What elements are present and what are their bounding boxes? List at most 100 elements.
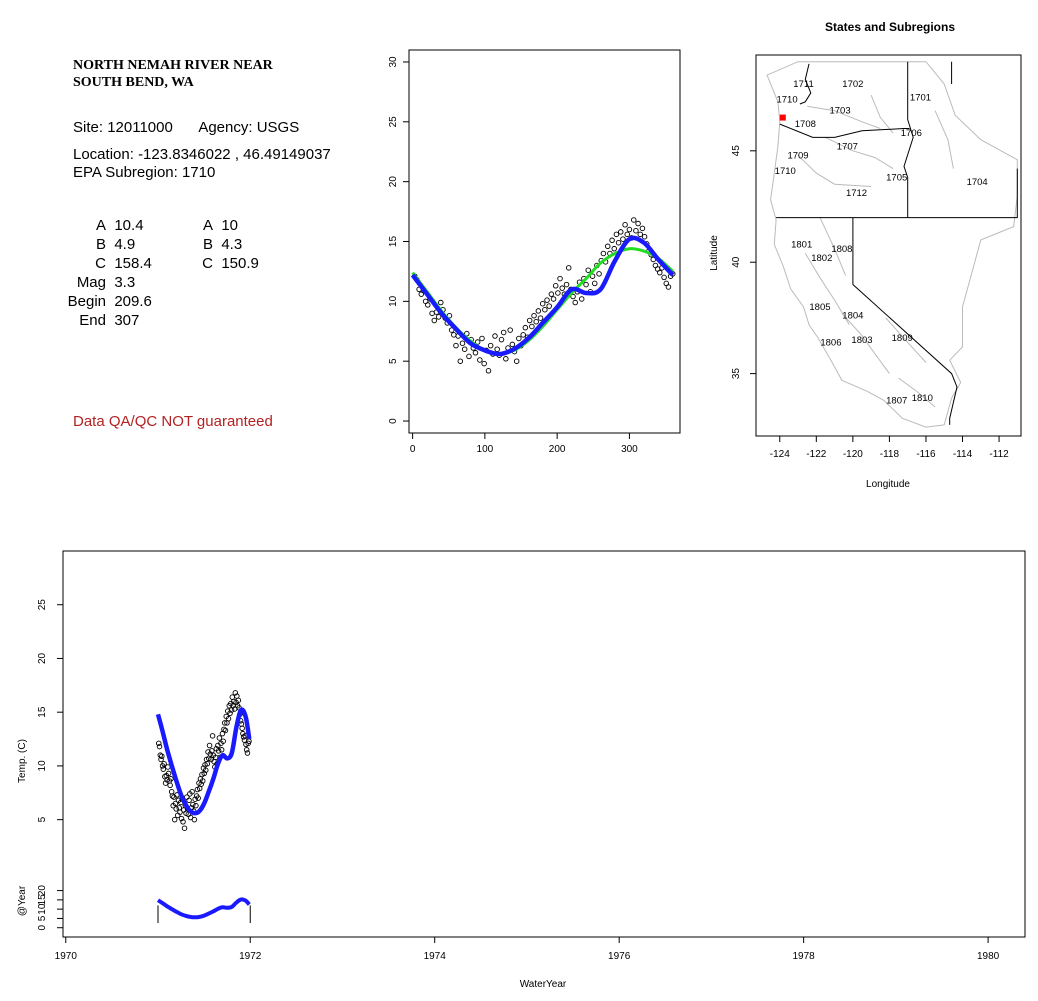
seasonal-data-point (626, 226, 633, 233)
seasonal-data-point (539, 300, 546, 307)
seasonal-data-point (498, 336, 505, 343)
param-value: 158.4 (114, 255, 152, 272)
location-longitude: -123.8346022 (138, 146, 231, 163)
timeseries-data-point (227, 710, 233, 717)
param-row: B 4.3 (190, 235, 259, 254)
timeseries-data-point (181, 825, 188, 831)
timeseries-data-point (168, 788, 175, 795)
map-subregion-boundary (807, 105, 881, 129)
timeseries-y-tick-label: 5 (37, 816, 48, 822)
timeseries-data-point (168, 776, 174, 782)
seasonal-y-tick-label: 30 (388, 56, 399, 68)
seasonal-data-point (550, 296, 557, 302)
subregion-row: EPA Subregion: 1710 (73, 164, 215, 182)
seasonal-data-point (620, 236, 626, 242)
timeseries-lower-y-tick-label: 5 (37, 915, 48, 921)
timeseries-data-point (180, 819, 186, 825)
seasonal-data-point (513, 358, 520, 364)
seasonal-lines (410, 235, 675, 357)
timeseries-data-point (220, 738, 226, 744)
seasonal-data-point (531, 312, 537, 319)
map-subregion-label: 1807 (886, 395, 907, 406)
seasonal-smooth-fit-line (410, 235, 675, 357)
map-subregion-label: 1804 (842, 311, 863, 322)
seasonal-data-point (529, 323, 535, 330)
seasonal-data-point (661, 274, 667, 281)
param-label: A (202, 217, 213, 234)
map-x-tick-label: -120 (843, 449, 863, 460)
seasonal-data-point (448, 327, 455, 333)
seasonal-data-point (461, 346, 468, 352)
timeseries-data-point (156, 740, 162, 747)
map-subregion-label: 1705 (886, 173, 907, 184)
seasonal-data-point (641, 233, 648, 240)
timeseries-lower-y-tick-label: 20 (37, 885, 48, 897)
map-subregion-label: 1706 (901, 128, 922, 139)
params-right: A 10 B 4.3 C 150.9 (190, 216, 259, 273)
seasonal-data-point (526, 317, 533, 324)
location-label: Location: (73, 146, 134, 163)
param-value: 10 (221, 217, 239, 234)
timeseries-data-point (158, 756, 164, 763)
param-row: B 4.9 (58, 235, 152, 254)
timeseries-data-point (167, 782, 173, 789)
map-title: States and Subregions (825, 20, 955, 34)
param-label: A (95, 217, 106, 234)
timeseries-data-point (204, 761, 211, 767)
map-y-tick-label: 35 (731, 368, 742, 380)
site-title-line-1: NORTH NEMAH RIVER NEAR (73, 58, 273, 73)
map-x-tick-label: -112 (989, 449, 1009, 460)
map-subregion-boundary (841, 313, 890, 374)
timeseries-data-point (191, 816, 198, 823)
map-axes: -124 -122 -120 -118 -116 -114 -112 35 40 45 (731, 145, 1009, 460)
param-row: End 307 (58, 311, 152, 330)
subregion-map: States and Subregions -124 -122 -120 -118 -1… (709, 20, 1022, 490)
timeseries-data-point (225, 715, 232, 722)
timeseries-data-point (244, 750, 251, 756)
timeseries-axes: 1970 1972 1974 1976 1978 19805101520250510152… (37, 599, 1000, 962)
seasonal-data-point (578, 296, 585, 302)
seasonal-data-point (459, 340, 466, 346)
map-subregion-label: 1701 (910, 92, 931, 103)
timeseries-data-point (195, 795, 201, 801)
timeseries-data-point (221, 726, 227, 733)
timeseries-data-point (235, 697, 242, 704)
seasonal-data-point (572, 299, 578, 306)
seasonal-points (412, 217, 676, 374)
seasonal-data-point (555, 290, 561, 296)
param-row: A 10.4 (58, 216, 152, 235)
timeseries-data-point (178, 815, 185, 822)
seasonal-data-point (565, 265, 572, 271)
timeseries-xlabel: WaterYear (520, 979, 567, 990)
seasonal-data-point (635, 220, 641, 227)
timeseries-x-tick-label: 1972 (239, 951, 262, 962)
map-x-tick-label: -124 (770, 449, 790, 460)
seasonal-data-point (516, 335, 522, 342)
seasonal-data-point (472, 350, 479, 356)
seasonal-data-point (615, 239, 622, 246)
seasonal-data-point (477, 357, 483, 363)
timeseries-x-tick-label: 1974 (424, 951, 447, 962)
timeseries-data-point (173, 806, 179, 812)
seasonal-axes: 0 100 200 300 0 5 10 15 20 25 30 (388, 56, 638, 455)
seasonal-data-point (611, 245, 617, 252)
timeseries-data-point (161, 761, 167, 767)
map-ylabel: Latitude (709, 235, 720, 271)
seasonal-data-point (624, 231, 630, 238)
map-site-marker (779, 114, 786, 121)
timeseries-data-point (222, 727, 229, 734)
map-subregion-boundary (819, 217, 847, 276)
seasonal-x-tick-label: 300 (621, 444, 638, 455)
site-title: NORTH NEMAH RIVER NEAR SOUTH BEND, WA (73, 57, 273, 91)
param-row: C 150.9 (190, 254, 259, 273)
timeseries-data-point (207, 751, 214, 757)
site-label: Site: (73, 119, 104, 136)
timeseries-data-point (190, 801, 196, 808)
timeseries-data-point (199, 778, 206, 784)
param-value: 307 (114, 312, 140, 329)
seasonal-data-point (451, 332, 457, 338)
seasonal-data-point (637, 231, 644, 238)
seasonal-data-point (487, 342, 494, 349)
timeseries-x-tick-label: 1978 (793, 951, 816, 962)
param-label: C (202, 255, 213, 272)
